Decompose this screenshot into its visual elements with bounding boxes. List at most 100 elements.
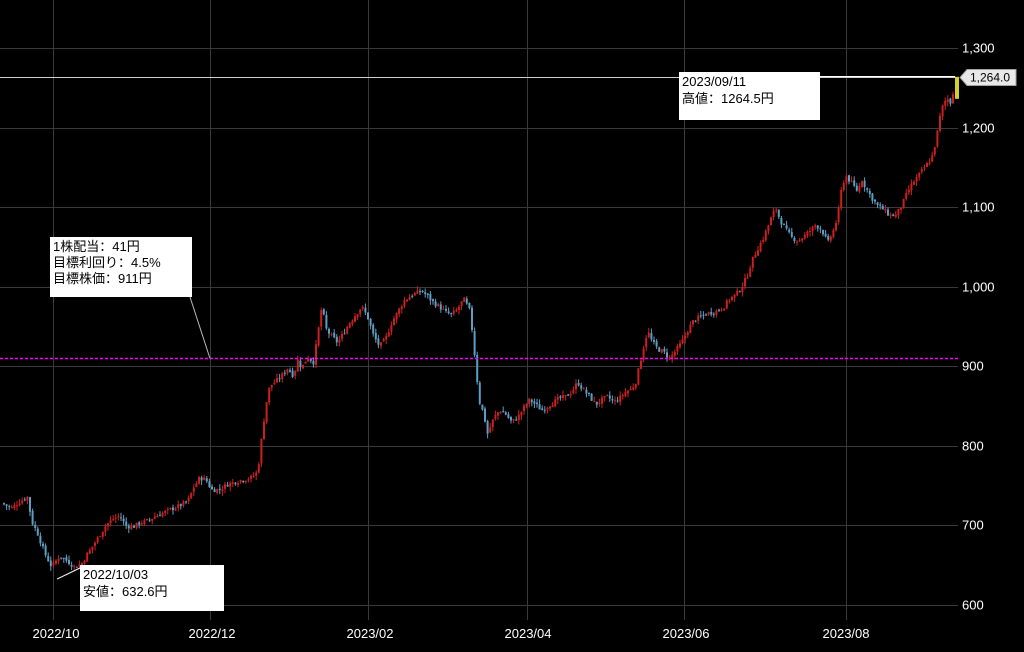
candle-down [658, 347, 661, 352]
candle-up [715, 310, 718, 315]
x-tick-label: 2023/04 [505, 626, 552, 641]
candle-down [874, 199, 876, 202]
candle-up [130, 526, 133, 530]
candle-up [437, 304, 440, 307]
candle-up [83, 560, 86, 564]
candle-down [559, 396, 562, 398]
candle-down [369, 318, 372, 326]
candle-up [10, 507, 13, 509]
candle-up [728, 300, 731, 302]
candle-down [125, 521, 128, 526]
candle-down [478, 382, 481, 404]
candle-down [218, 488, 221, 490]
candle-up [575, 383, 577, 390]
candle-down [502, 411, 505, 413]
candle-up [281, 373, 284, 380]
candle-up [247, 479, 250, 481]
candle-down [411, 295, 414, 297]
candle-up [16, 505, 18, 507]
candle-down [322, 309, 325, 315]
candle-up [354, 316, 356, 322]
candle-up [902, 198, 905, 209]
candle-up [307, 358, 310, 362]
candle-down [699, 315, 702, 317]
candle-up [216, 489, 219, 494]
candle-up [265, 402, 268, 423]
candle-up [634, 384, 637, 388]
candle-up [203, 477, 206, 481]
target-annotation-leader [189, 296, 211, 359]
candle-up [556, 397, 559, 400]
candle-down [541, 408, 544, 411]
candle-up [255, 472, 258, 477]
candle-up [112, 519, 115, 521]
candle-up [276, 377, 278, 383]
candle-down [421, 290, 424, 292]
candle-up [660, 349, 663, 353]
candle-up [169, 507, 172, 510]
candle-up [91, 546, 94, 550]
candle-up [151, 518, 154, 521]
candle-down [49, 560, 52, 567]
candle-up [936, 130, 939, 147]
candle-up [221, 489, 224, 492]
candle-up [395, 313, 398, 320]
candle-up [140, 523, 143, 525]
candle-down [200, 477, 203, 481]
candle-up [135, 522, 138, 528]
candle-down [868, 190, 871, 195]
candle-up [413, 292, 416, 296]
candle-up [582, 388, 585, 390]
candle-up [754, 255, 757, 258]
candle-up [517, 414, 520, 421]
low-annotation-text: 安値：632.6円 [83, 584, 168, 599]
candle-down [738, 291, 741, 293]
x-tick-label: 2023/08 [823, 626, 870, 641]
candle-down [507, 414, 510, 418]
candle-down [367, 312, 369, 320]
y-tick-label: 1,300 [962, 41, 995, 56]
candle-up [104, 526, 107, 532]
candle-down [62, 558, 65, 560]
candle-up [933, 147, 936, 155]
candle-up [842, 182, 845, 190]
candle-down [590, 393, 593, 401]
candle-up [161, 513, 164, 517]
candle-down [533, 401, 536, 404]
candle-up [153, 516, 156, 519]
candle-down [3, 503, 5, 505]
candle-up [811, 226, 814, 232]
candle-down [179, 503, 182, 507]
candle-down [278, 378, 281, 380]
candle-up [835, 222, 837, 231]
candle-up [26, 496, 29, 501]
candle-up [746, 277, 749, 279]
candle-down [439, 304, 442, 310]
target-annotation-text: 目標利回り：4.5% [53, 255, 161, 270]
candle-up [73, 565, 76, 567]
candle-down [377, 338, 380, 345]
candle-up [528, 398, 531, 404]
candle-up [814, 225, 817, 227]
candle-up [341, 334, 343, 339]
candle-up [18, 503, 21, 506]
candle-down [159, 515, 161, 517]
candle-up [99, 536, 102, 538]
candle-up [637, 368, 640, 385]
candle-down [471, 307, 473, 331]
candle-down [871, 193, 874, 201]
candle-up [107, 523, 109, 527]
candle-up [806, 231, 809, 236]
candle-down [484, 408, 486, 422]
candle-up [946, 99, 949, 102]
candle-up [749, 268, 752, 277]
candle-up [348, 323, 351, 328]
candle-up [647, 332, 650, 338]
candle-down [8, 506, 11, 508]
candle-down [710, 311, 713, 315]
candle-down [577, 382, 580, 386]
candle-up [918, 172, 921, 178]
candle-up [850, 181, 853, 183]
candle-up [549, 406, 551, 409]
